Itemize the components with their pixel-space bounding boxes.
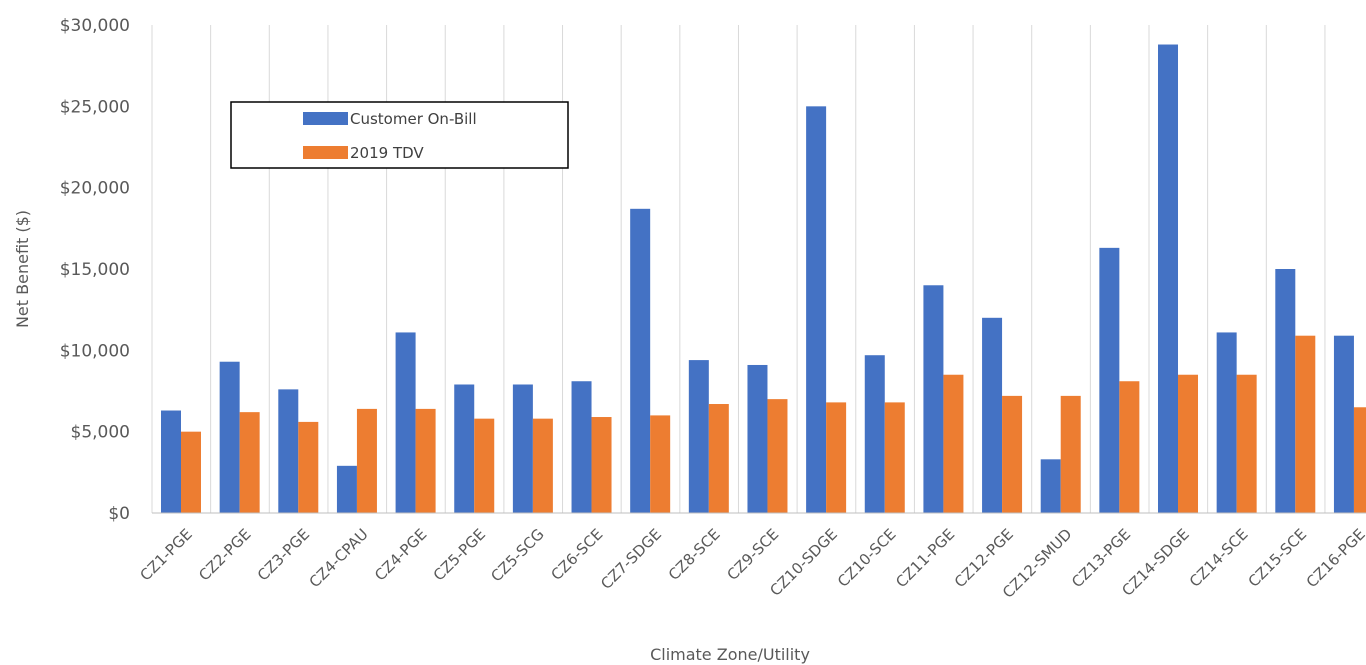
bar-customer-on-bill-cz16-pge <box>1333 335 1354 513</box>
y-tick-label: $30,000 <box>60 16 130 36</box>
bar-2019-tdv-cz8-sce <box>708 404 729 513</box>
y-tick-label: $10,000 <box>60 341 130 361</box>
bar-customer-on-bill-cz12-smud <box>1040 459 1061 513</box>
legend-label-customer-on-bill: Customer On-Bill <box>350 110 477 128</box>
bar-customer-on-bill-cz5-scg <box>512 384 533 513</box>
bar-customer-on-bill-cz10-sce <box>864 355 885 513</box>
x-tick-label: CZ5-SCG <box>487 525 547 585</box>
x-tick-label: CZ7-SDGE <box>597 525 665 593</box>
y-axis-ticks: $0 $5,000 $10,000 $15,000 $20,000 $25,000 $30,… <box>60 16 130 524</box>
bar-customer-on-bill-cz13-pge <box>1099 247 1120 513</box>
x-tick-label: CZ14-SCE <box>1186 525 1252 591</box>
bar-2019-tdv-cz14-sce <box>1236 374 1257 513</box>
legend: Customer On-Bill 2019 TDV <box>230 101 569 169</box>
y-axis-title: Net Benefit ($) <box>13 210 32 328</box>
bar-2019-tdv-cz12-pge <box>1002 395 1023 513</box>
bar-customer-on-bill-cz3-pge <box>278 389 299 513</box>
x-tick-label: CZ11-PGE <box>892 525 958 591</box>
x-tick-label: CZ1-PGE <box>137 525 196 584</box>
bar-2019-tdv-cz9-sce <box>767 399 788 513</box>
bar-2019-tdv-cz3-pge <box>298 421 319 513</box>
bar-2019-tdv-cz7-sdge <box>650 415 671 513</box>
x-axis-title: Climate Zone/Utility <box>650 645 810 664</box>
bar-customer-on-bill-cz4-pge <box>395 332 416 513</box>
bar-2019-tdv-cz14-sdge <box>1178 374 1199 513</box>
x-tick-label: CZ4-PGE <box>371 525 430 584</box>
bar-customer-on-bill-cz5-pge <box>454 384 475 513</box>
bar-customer-on-bill-cz11-pge <box>923 285 944 513</box>
bar-customer-on-bill-cz9-sce <box>747 364 768 513</box>
bar-2019-tdv-cz11-pge <box>943 374 964 513</box>
bar-2019-tdv-cz1-pge <box>181 431 201 513</box>
x-tick-label: CZ10-SCE <box>834 525 900 591</box>
x-tick-label: CZ8-SCE <box>665 525 724 584</box>
y-tick-label: $0 <box>108 504 130 524</box>
x-tick-label: CZ16-PGE <box>1303 525 1366 591</box>
y-tick-label: $15,000 <box>60 260 130 280</box>
bar-customer-on-bill-cz14-sce <box>1216 332 1237 513</box>
bar-customer-on-bill-cz4-cpau <box>336 465 357 513</box>
bar-2019-tdv-cz6-sce <box>591 417 612 513</box>
bar-customer-on-bill-cz14-sdge <box>1158 44 1179 514</box>
bar-2019-tdv-cz2-pge <box>239 412 260 513</box>
bar-2019-tdv-cz10-sce <box>884 402 905 513</box>
bar-2019-tdv-cz10-sdge <box>826 402 847 513</box>
legend-label-2019-tdv: 2019 TDV <box>350 144 424 162</box>
bar-customer-on-bill-cz1-pge <box>161 410 181 513</box>
legend-swatch-2019-tdv <box>303 146 348 159</box>
bar-customer-on-bill-cz12-pge <box>982 317 1003 513</box>
x-tick-label: CZ2-PGE <box>195 525 254 584</box>
bar-customer-on-bill-cz8-sce <box>688 360 709 513</box>
gridlines <box>151 25 1326 513</box>
x-tick-label: CZ4-CPAU <box>306 525 372 591</box>
bar-2019-tdv-cz16-pge <box>1353 407 1366 513</box>
y-tick-label: $25,000 <box>60 97 130 117</box>
bar-2019-tdv-cz13-pge <box>1119 381 1140 513</box>
bar-2019-tdv-cz5-pge <box>474 418 495 513</box>
x-tick-label: CZ6-SCE <box>548 525 607 584</box>
x-tick-label: CZ15-SCE <box>1245 525 1311 591</box>
x-tick-label: CZ5-PGE <box>430 525 489 584</box>
bars <box>161 44 1366 514</box>
x-tick-label: CZ3-PGE <box>254 525 313 584</box>
x-tick-label: CZ9-SCE <box>723 525 782 584</box>
bar-customer-on-bill-cz7-sdge <box>630 208 651 513</box>
legend-swatch-customer-on-bill <box>303 112 348 125</box>
y-tick-label: $20,000 <box>60 179 130 199</box>
bar-2019-tdv-cz15-sce <box>1295 335 1316 513</box>
bar-customer-on-bill-cz10-sdge <box>806 106 827 513</box>
bar-customer-on-bill-cz6-sce <box>571 381 592 513</box>
y-tick-label: $5,000 <box>71 423 130 443</box>
bar-customer-on-bill-cz2-pge <box>219 361 240 513</box>
bar-2019-tdv-cz12-smud <box>1060 395 1081 513</box>
bar-customer-on-bill-cz15-sce <box>1275 269 1296 513</box>
bar-2019-tdv-cz4-cpau <box>356 408 377 513</box>
legend-box <box>230 101 569 169</box>
bar-2019-tdv-cz4-pge <box>415 408 436 513</box>
bar-2019-tdv-cz5-scg <box>532 418 553 513</box>
